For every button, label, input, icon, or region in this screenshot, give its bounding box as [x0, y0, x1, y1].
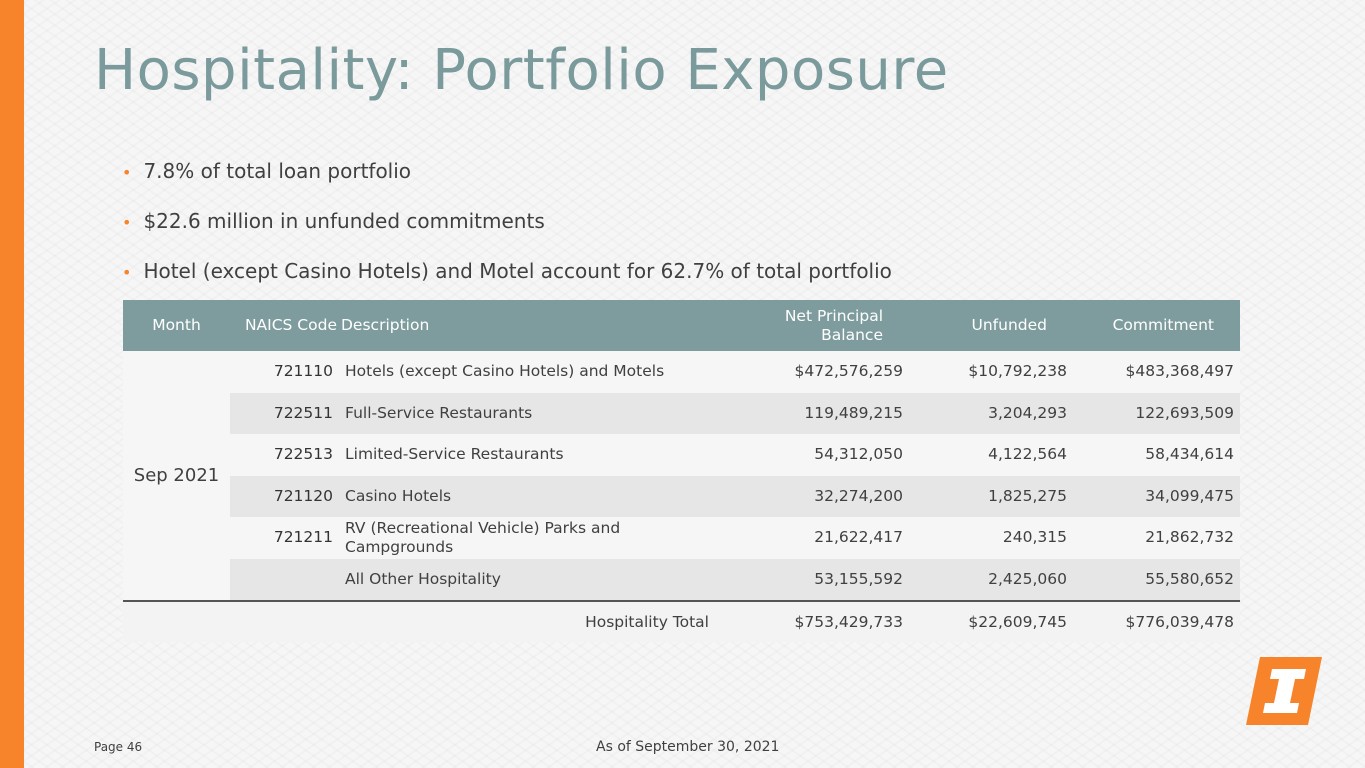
- table-row: 722513 Limited-Service Restaurants 54,31…: [123, 434, 1240, 476]
- naics-code-cell: 722513: [230, 434, 339, 476]
- net-principal-cell: 119,489,215: [719, 392, 909, 434]
- naics-code-cell: 721110: [230, 351, 339, 393]
- header-description: Description: [339, 300, 719, 351]
- page-title: Hospitality: Portfolio Exposure: [94, 38, 949, 103]
- bullet-list: • 7.8% of total loan portfolio • $22.6 mil…: [122, 158, 892, 308]
- total-net-principal: $753,429,733: [719, 600, 909, 642]
- bullet-text: 7.8% of total loan portfolio: [143, 159, 412, 183]
- description-cell: Full-Service Restaurants: [339, 392, 719, 434]
- exposure-table: Month NAICS Code Description Net Princip…: [123, 300, 1240, 642]
- table-row: Sep 2021 721110 Hotels (except Casino Ho…: [123, 351, 1240, 601]
- unfunded-cell: 2,425,060: [909, 558, 1073, 601]
- description-cell: All Other Hospitality: [339, 558, 719, 601]
- commitment-cell: 21,862,732: [1073, 517, 1240, 559]
- header-naics-code: NAICS Code: [230, 300, 339, 351]
- net-principal-cell: 32,274,200: [719, 475, 909, 517]
- unfunded-cell: 240,315: [909, 517, 1073, 559]
- bullet-dot-icon: •: [122, 263, 132, 282]
- naics-code-cell: [230, 558, 339, 601]
- bullet-item: • Hotel (except Casino Hotels) and Motel …: [122, 258, 892, 308]
- bullet-dot-icon: •: [122, 163, 132, 182]
- total-commitment: $776,039,478: [1073, 600, 1240, 642]
- table-row: 721211 RV (Recreational Vehicle) Parks a…: [123, 517, 1240, 559]
- header-unfunded: Unfunded: [909, 300, 1073, 351]
- header-commitment: Commitment: [1073, 300, 1240, 351]
- page-number: Page 46: [94, 740, 143, 754]
- month-cell: Sep 2021: [123, 351, 230, 601]
- table-row: 722511 Full-Service Restaurants 119,489,…: [123, 392, 1240, 434]
- header-month: Month: [123, 300, 230, 351]
- description-cell: Casino Hotels: [339, 475, 719, 517]
- unfunded-cell: 3,204,293: [909, 392, 1073, 434]
- commitment-cell: $483,368,497: [1073, 351, 1240, 393]
- net-principal-cell: 53,155,592: [719, 558, 909, 601]
- bullet-item: • 7.8% of total loan portfolio: [122, 158, 892, 208]
- table-row: 721120 Casino Hotels 32,274,200 1,825,27…: [123, 475, 1240, 517]
- naics-code-cell: 721120: [230, 475, 339, 517]
- commitment-cell: 122,693,509: [1073, 392, 1240, 434]
- unfunded-cell: 4,122,564: [909, 434, 1073, 476]
- unfunded-cell: $10,792,238: [909, 351, 1073, 393]
- bullet-item: • $22.6 million in unfunded commitments: [122, 208, 892, 258]
- commitment-cell: 58,434,614: [1073, 434, 1240, 476]
- table-row: All Other Hospitality 53,155,592 2,425,0…: [123, 558, 1240, 601]
- net-principal-cell: 21,622,417: [719, 517, 909, 559]
- bullet-text: Hotel (except Casino Hotels) and Motel a…: [143, 259, 892, 283]
- naics-code-cell: 722511: [230, 392, 339, 434]
- unfunded-cell: 1,825,275: [909, 475, 1073, 517]
- description-cell: Limited-Service Restaurants: [339, 434, 719, 476]
- description-cell: RV (Recreational Vehicle) Parks and Camp…: [339, 517, 719, 559]
- commitment-cell: 55,580,652: [1073, 558, 1240, 601]
- total-label: Hospitality Total: [123, 600, 719, 642]
- bank-logo-icon: [1246, 657, 1322, 725]
- commitment-cell: 34,099,475: [1073, 475, 1240, 517]
- table-header-row: Month NAICS Code Description Net Princip…: [123, 300, 1240, 351]
- description-cell: Hotels (except Casino Hotels) and Motels: [339, 351, 719, 393]
- net-principal-cell: $472,576,259: [719, 351, 909, 393]
- total-unfunded: $22,609,745: [909, 600, 1073, 642]
- as-of-date: As of September 30, 2021: [596, 739, 780, 755]
- total-row: Hospitality Total $753,429,733 $22,609,7…: [123, 600, 1240, 642]
- accent-bar: [0, 0, 24, 768]
- bullet-dot-icon: •: [122, 213, 132, 232]
- net-principal-cell: 54,312,050: [719, 434, 909, 476]
- bullet-text: $22.6 million in unfunded commitments: [143, 209, 545, 233]
- naics-code-cell: 721211: [230, 517, 339, 559]
- header-net-principal: Net Principal Balance: [719, 300, 909, 351]
